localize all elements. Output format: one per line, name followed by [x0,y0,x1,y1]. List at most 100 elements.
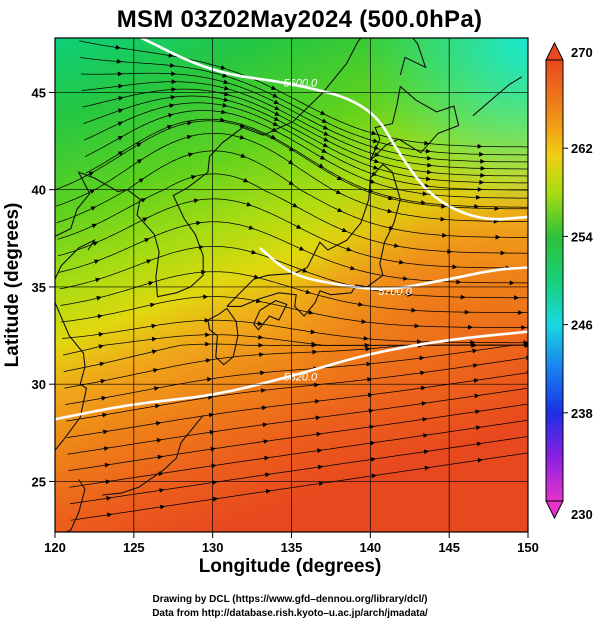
streamline-arrow [272,121,279,126]
streamline-arrow [98,332,104,337]
streamline-arrow [168,113,174,118]
coastline-path [102,414,204,496]
coastline-path [221,38,362,144]
streamline-arrow [474,393,480,399]
colorbar-min-arrow [545,500,564,520]
streamline-arrow [186,134,193,140]
streamline-arrow [310,329,316,335]
streamline-arrow [151,323,157,329]
y-tick-label: 25 [32,474,46,489]
streamline-arrow [94,259,100,264]
streamline-arrow [103,446,110,451]
streamline-arrow [311,341,317,347]
colorbar-tick-label: 230 [571,507,593,522]
streamline-arrow [117,151,124,156]
streamline-arrow [100,378,106,384]
streamline-arrow [101,395,107,401]
streamline-arrow [494,206,500,211]
streamline-arrow [318,481,324,486]
streamline [58,221,528,284]
streamline-arrow [521,325,527,330]
colorbar-scale [545,59,564,502]
streamline-arrow [136,142,142,148]
wind-streamlines [55,40,536,521]
streamline-arrow [530,450,535,455]
streamline-arrow [514,295,520,301]
streamline-arrow [371,130,377,136]
streamline-arrow [196,220,202,226]
streamline [82,88,528,177]
streamline-arrow [370,440,376,446]
streamline-arrow [472,348,478,354]
x-axis-ticks: 120 125 130 135 140 145 150 [44,532,539,555]
streamline-arrow [151,349,158,355]
streamline-arrow [452,264,458,270]
streamline-arrow [417,339,423,344]
streamline-arrow [426,169,433,175]
streamline-arrow [476,441,482,447]
streamline-arrow [265,472,271,478]
streamline-arrow [155,403,161,409]
streamline [57,173,528,254]
streamline-arrow [422,191,428,196]
x-axis-label: Longitude (degrees) [198,556,382,577]
streamline [65,344,528,405]
streamline-arrow [90,206,97,211]
streamline-arrow [222,73,228,78]
streamline-arrow [107,512,113,518]
streamline-arrow [480,173,486,178]
streamline-arrow [374,158,380,164]
streamline-arrow [246,201,252,207]
streamline [66,372,528,439]
streamline-arrow [336,175,343,181]
streamline [69,419,528,488]
streamline-arrow [315,415,321,421]
colorbar-max-arrow [545,41,564,61]
streamline-arrow [222,102,228,108]
streamline-arrow [370,457,377,462]
streamline [62,319,528,344]
streamline-arrow [115,45,121,50]
streamline-arrow [220,65,226,70]
streamline-arrow [155,421,162,426]
streamline-arrow [154,386,160,391]
colorbar-tick-label: 254 [571,229,593,244]
streamline-arrow [529,418,534,423]
streamline-arrow [419,355,425,361]
streamline [84,110,528,199]
streamline-arrow [474,204,480,209]
streamline-arrow [523,340,528,346]
coastline-path [472,76,522,117]
streamline-arrow [224,85,230,91]
colorbar-tick-label: 262 [571,141,593,156]
y-tick-label: 30 [32,377,46,392]
streamline-arrow [136,159,143,164]
streamline-arrow [393,243,400,248]
coastline-path [399,38,427,76]
streamline-arrow [531,188,536,193]
streamline-arrow [205,358,212,363]
streamline-arrow [341,227,348,233]
streamline [79,40,528,148]
streamline-arrow [166,124,173,130]
streamline-arrow [104,462,110,468]
contour-label: 5700.0 [378,286,413,298]
streamline [84,102,528,191]
streamline-arrow [350,265,356,271]
streamline-arrow [367,377,373,382]
streamline-arrow [318,163,324,168]
streamline-arrow [260,370,266,376]
streamline-arrow [477,143,483,149]
streamline-arrow [298,246,305,251]
coastline-path [55,238,96,280]
streamline-arrow [171,87,177,92]
streamline-arrow [411,307,417,313]
streamline-arrow [210,446,216,452]
streamline-arrow [274,105,280,111]
streamline-arrow [159,488,165,493]
streamline-arrow [319,155,326,160]
streamline-arrow [470,340,476,345]
streamline-arrow [117,121,124,126]
streamline-arrow [153,368,159,373]
contour-line [138,38,528,221]
